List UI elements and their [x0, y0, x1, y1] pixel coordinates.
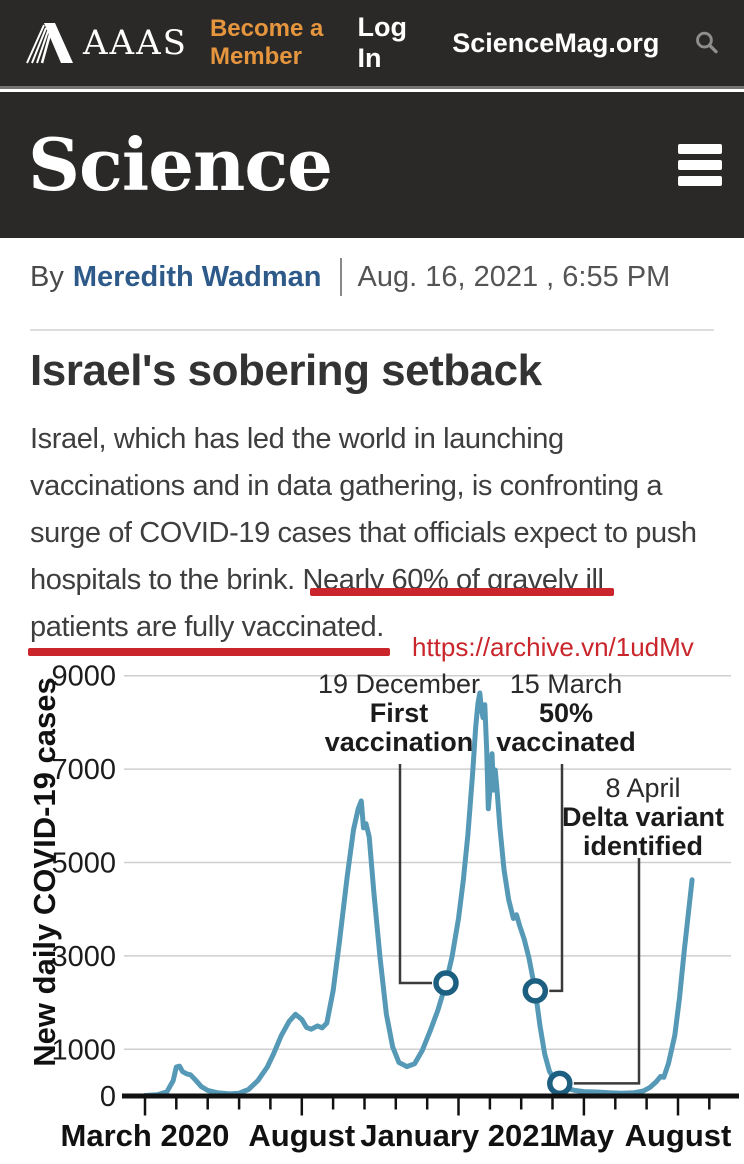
menu-bar — [678, 144, 722, 154]
menu-icon[interactable] — [678, 144, 722, 186]
y-tick-label: 0 — [100, 1081, 116, 1113]
masthead: Science — [0, 92, 744, 238]
annotation-date: 15 March — [509, 669, 623, 699]
event-marker — [547, 1070, 573, 1097]
chart-annotation-first-vaccination: 19 December First vaccination — [318, 670, 480, 757]
annotation-text: Delta variant — [561, 802, 725, 832]
y-tick-label: 9000 — [51, 661, 116, 693]
article-paragraph: Israel, which has led the world in launc… — [28, 416, 730, 662]
body-line: surge of COVID-19 cases that officials e… — [30, 517, 697, 549]
x-tick-label: May — [554, 1118, 615, 1153]
aaas-logo[interactable]: AAAS — [26, 21, 188, 65]
event-marker — [433, 970, 459, 996]
annotation-text: 50% — [538, 698, 594, 728]
annotation-text: First — [369, 698, 429, 728]
y-tick-label: 5000 — [51, 848, 116, 880]
topbar-links: Log In ScienceMag.org — [357, 12, 720, 74]
author-link[interactable]: Meredith Wadman — [72, 260, 322, 293]
archive-url-link[interactable]: https://archive.vn/1udMv — [412, 632, 694, 662]
byline-divider — [339, 258, 342, 296]
annotation-connector-line — [573, 858, 641, 1085]
body-line: hospitals to the brink. Nearly 60% of gr… — [30, 564, 604, 596]
annotation-date: 19 December — [317, 669, 481, 699]
annotation-connector-line — [549, 764, 564, 993]
y-tick-label: 3000 — [51, 941, 116, 973]
byline-prefix: By — [30, 260, 64, 293]
annotation-connector-line — [398, 764, 432, 985]
annotation-date: 8 April — [605, 773, 681, 803]
section-divider — [30, 329, 714, 331]
become-member-link[interactable]: Become a Member — [209, 15, 324, 70]
x-tick-label: August — [625, 1118, 732, 1153]
x-tick-label: January 2021 — [360, 1118, 556, 1153]
annotation-text: vaccination — [324, 727, 474, 757]
covid-chart-figure: 0 1000 3000 5000 7000 9000 March 2020 August Jan… — [0, 655, 744, 1164]
body-line: Israel, which has led the world in launc… — [30, 423, 564, 455]
sciencemag-link[interactable]: ScienceMag.org — [452, 27, 660, 58]
y-tick-label: 7000 — [51, 754, 116, 786]
top-utility-bar: AAAS Become a Member Log In ScienceMag.o… — [0, 0, 744, 89]
red-underline-annotation — [28, 648, 390, 656]
menu-bar — [678, 176, 722, 186]
chart-annotation-delta-variant: 8 April Delta variant identified — [562, 774, 724, 861]
x-tick-label: August — [248, 1118, 355, 1153]
x-axis-line — [122, 1093, 739, 1099]
y-tick-label: 1000 — [51, 1034, 116, 1066]
cases-series-line — [142, 690, 695, 1098]
science-wordmark[interactable]: Science — [28, 122, 333, 207]
publish-date: Aug. 16, 2021 , 6:55 PM — [357, 260, 671, 293]
chart-y-axis-title: New daily COVID-19 cases — [27, 677, 62, 1067]
annotation-text: identified — [582, 831, 703, 861]
event-marker — [522, 978, 549, 1004]
chart-annotation-50pct-vaccinated: 15 March 50% vaccinated — [496, 670, 636, 757]
log-in-link[interactable]: Log In — [357, 12, 407, 73]
menu-bar — [678, 160, 722, 170]
search-icon[interactable] — [695, 26, 720, 60]
annotation-text: vaccinated — [496, 727, 636, 757]
aaas-mark-icon — [26, 23, 73, 64]
red-underline-annotation — [310, 588, 614, 596]
x-tick-label: March 2020 — [61, 1118, 230, 1153]
article-headline: Israel's sobering setback — [30, 346, 542, 395]
body-line: vaccinations and in data gathering, is c… — [30, 470, 663, 502]
byline: By Meredith Wadman Aug. 16, 2021 , 6:55 … — [30, 258, 670, 296]
body-line: patients are fully vaccinated. — [30, 611, 384, 643]
aaas-wordmark: AAAS — [83, 23, 188, 63]
